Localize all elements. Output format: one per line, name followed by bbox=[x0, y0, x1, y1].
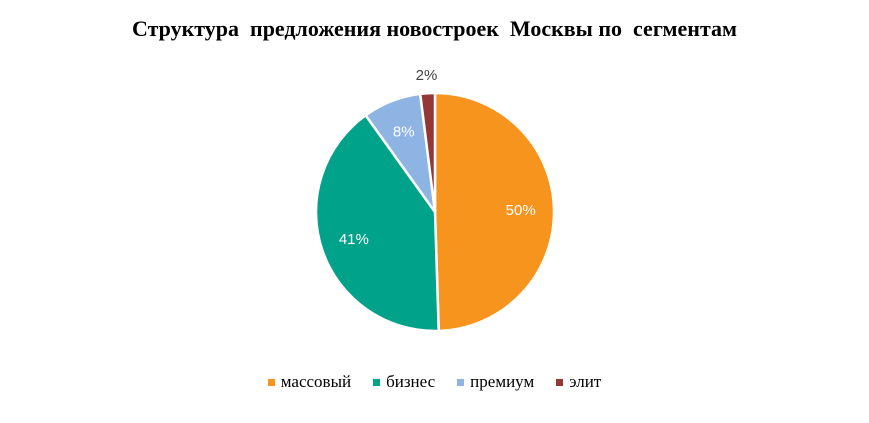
legend-item-premium: премиум bbox=[457, 372, 534, 392]
legend-swatch-biznes bbox=[373, 378, 381, 386]
data-label-elit: 2% bbox=[416, 67, 438, 84]
data-label-biznes: 41% bbox=[339, 231, 369, 248]
legend-label-premium: премиум bbox=[470, 372, 535, 391]
legend-label-elit: элит bbox=[569, 372, 602, 391]
legend-swatch-massovy bbox=[267, 378, 275, 386]
chart-title: Структура предложения новостроек Москвы … bbox=[131, 16, 738, 41]
data-label-massovy: 50% bbox=[506, 202, 536, 219]
legend: массовый бизнес премиум элит bbox=[0, 372, 869, 392]
legend-label-massovy: массовый bbox=[280, 372, 352, 391]
pie-slice-massovy bbox=[433, 91, 556, 333]
data-label-premium: 8% bbox=[393, 124, 415, 141]
pie-slice-elit bbox=[418, 91, 437, 214]
pie-slice-biznes bbox=[314, 114, 440, 333]
legend-item-massovy: массовый bbox=[267, 372, 352, 392]
legend-label-biznes: бизнес bbox=[386, 372, 436, 391]
legend-item-elit: элит bbox=[556, 372, 601, 392]
legend-swatch-premium bbox=[457, 378, 465, 386]
legend-swatch-elit bbox=[556, 378, 564, 386]
legend-item-biznes: бизнес bbox=[373, 372, 435, 392]
